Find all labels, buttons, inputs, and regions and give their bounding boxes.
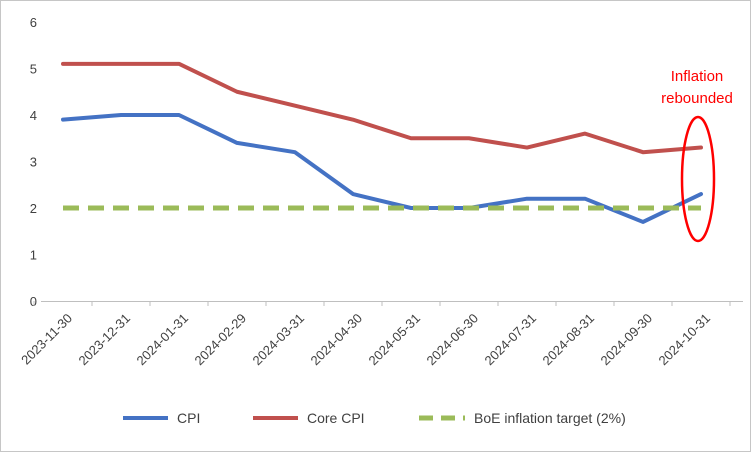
series-line-cpi <box>61 113 703 224</box>
x-tick-label: 2024-07-31 <box>481 311 539 369</box>
y-tick-label: 2 <box>30 201 37 216</box>
legend: CPI Core CPI BoE inflation target (2%) <box>123 410 626 426</box>
legend-label: CPI <box>177 410 200 426</box>
series-line-core-cpi <box>61 61 703 155</box>
y-tick-label: 5 <box>30 62 37 77</box>
y-axis-labels: 0 1 2 3 4 5 6 <box>30 15 37 309</box>
x-tick-label: 2023-11-30 <box>18 311 75 368</box>
series-lines <box>61 61 703 224</box>
x-tick-label: 2024-06-30 <box>423 311 481 369</box>
legend-item-core-cpi: Core CPI <box>253 410 365 426</box>
x-tick-label: 2024-05-31 <box>365 311 423 369</box>
y-tick-label: 6 <box>30 15 37 30</box>
x-tick-label: 2024-02-29 <box>191 311 249 369</box>
annotation-text-line1: Inflation <box>671 68 724 85</box>
x-axis-labels: 2023-11-30 2023-12-31 2024-01-31 2024-02-29… <box>18 311 713 369</box>
y-tick-label: 1 <box>30 248 37 263</box>
x-tick-label: 2024-09-30 <box>597 311 655 369</box>
legend-label: Core CPI <box>307 410 365 426</box>
x-tick-label: 2024-03-31 <box>249 311 307 369</box>
annotation-ellipse <box>680 115 716 243</box>
legend-item-cpi: CPI <box>123 410 200 426</box>
x-tick-label: 2024-04-30 <box>307 311 365 369</box>
legend-item-boe-inflation-target-2: BoE inflation target (2%) <box>419 410 626 426</box>
x-axis-ticks <box>33 301 731 306</box>
y-tick-label: 0 <box>30 294 37 309</box>
annotation-text-line2: rebounded <box>661 90 733 107</box>
x-tick-label: 2024-01-31 <box>133 311 191 369</box>
x-tick-label: 2024-10-31 <box>655 311 713 369</box>
legend-label: BoE inflation target (2%) <box>474 410 626 426</box>
y-tick-label: 3 <box>30 155 37 170</box>
x-tick-label: 2023-12-31 <box>75 311 133 369</box>
y-tick-label: 4 <box>30 108 37 123</box>
x-tick-label: 2024-08-31 <box>539 311 597 369</box>
